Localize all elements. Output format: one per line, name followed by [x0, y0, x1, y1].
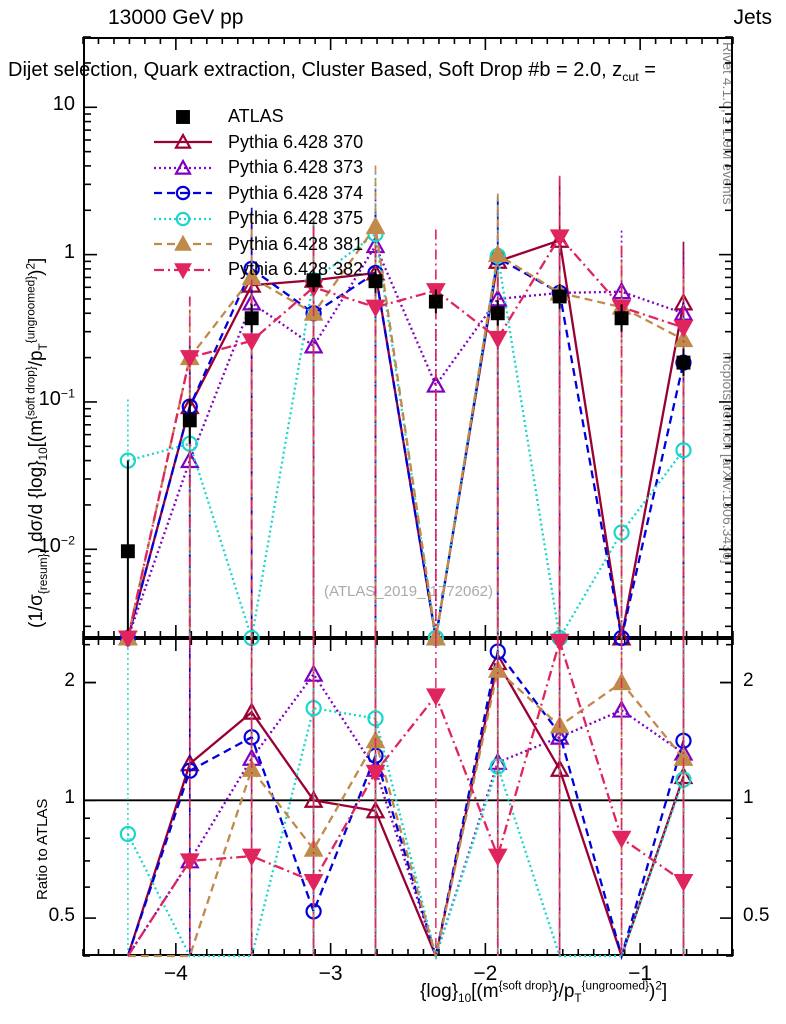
legend-key-tri-up-icon	[152, 232, 214, 256]
data-point-marker	[175, 185, 191, 201]
data-point-marker	[175, 211, 191, 227]
x-tick-label: −2	[473, 962, 498, 985]
legend-key-tri-up-icon	[152, 130, 214, 154]
data-point-marker	[119, 825, 137, 843]
ratio-tick-label: 0.5	[48, 905, 75, 927]
data-point-marker	[182, 413, 197, 428]
legend: ATLAS Pythia 6.428 370 Pythia 6.428 373 Pyt…	[152, 104, 363, 283]
data-point-marker	[120, 544, 135, 559]
data-point-marker	[676, 355, 691, 370]
legend-entry[interactable]: ATLAS	[152, 104, 363, 130]
data-point-marker	[673, 329, 694, 348]
legend-key-circle-icon	[152, 207, 214, 231]
data-point-marker	[179, 350, 200, 368]
series-atlas	[120, 268, 691, 631]
data-point-marker	[673, 874, 694, 892]
data-point-marker	[244, 311, 259, 326]
data-point-marker	[365, 216, 386, 235]
data-point-marker	[368, 274, 383, 289]
data-point-marker	[425, 688, 446, 707]
analysis-id-watermark: (ATLAS_2019_I1772062)	[324, 583, 494, 600]
legend-label: Pythia 6.428 374	[228, 182, 364, 203]
data-point-marker	[241, 333, 262, 352]
data-point-marker	[487, 244, 508, 263]
data-point-marker	[179, 853, 200, 872]
legend-entry[interactable]: Pythia 6.428 370	[152, 130, 363, 156]
data-point-marker	[675, 442, 692, 459]
data-point-marker	[490, 306, 505, 321]
legend-key-square-icon	[152, 105, 214, 129]
plot-title: Dijet selection, Quark extraction, Clust…	[8, 59, 656, 84]
data-point-marker	[174, 263, 192, 280]
legend-label: Pythia 6.428 373	[228, 157, 364, 178]
x-tick-label: −1	[628, 962, 653, 985]
legend-entry[interactable]: Pythia 6.428 382	[152, 257, 363, 283]
data-point-marker	[118, 630, 138, 649]
data-point-marker	[487, 330, 508, 349]
legend-entry[interactable]: Pythia 6.428 374	[152, 181, 363, 207]
legend-label: Pythia 6.428 370	[228, 131, 364, 152]
ratio-series-pythia-6.428-370	[126, 638, 694, 960]
data-point-marker	[174, 234, 192, 251]
ratio-tick-label-right: 0.5	[743, 905, 770, 927]
data-point-marker	[303, 838, 324, 857]
data-point-marker	[306, 273, 321, 288]
beam-energy-label: 13000 GeV pp	[108, 6, 244, 29]
data-point-marker	[611, 830, 632, 849]
legend-key-circle-icon	[152, 181, 214, 205]
analysis-category-label: Jets	[733, 6, 772, 29]
data-point-marker	[487, 848, 508, 867]
y-tick-label: 10−1	[38, 386, 75, 410]
data-point-marker	[365, 764, 386, 783]
ratio-tick-label-right: 2	[743, 669, 754, 691]
legend-entry[interactable]: Pythia 6.428 375	[152, 206, 363, 232]
data-point-marker	[673, 320, 694, 338]
data-point-marker	[176, 109, 190, 124]
y-tick-label: 10−2	[38, 533, 75, 558]
ratio-tick-label: 2	[64, 669, 75, 691]
data-point-marker	[428, 294, 443, 309]
legend-entry[interactable]: Pythia 6.428 373	[152, 155, 363, 181]
legend-label: ATLAS	[228, 106, 284, 127]
data-point-marker	[241, 848, 262, 867]
ratio-series-pythia-6.428-382	[126, 633, 694, 957]
data-point-marker	[174, 132, 192, 149]
data-point-marker	[549, 633, 570, 652]
x-axis-label: {log}10[(m{soft drop}}/pT{ungroomed})2]	[420, 979, 668, 1005]
x-tick-label: −4	[163, 962, 188, 985]
data-point-marker	[365, 299, 386, 318]
legend-entry[interactable]: Pythia 6.428 381	[152, 232, 363, 258]
ratio-tick-label-right: 1	[743, 787, 754, 809]
data-point-marker	[552, 289, 567, 304]
data-point-marker	[241, 759, 262, 777]
ratio-tick-label: 1	[64, 787, 75, 809]
legend-label: Pythia 6.428 382	[228, 259, 364, 280]
data-point-marker	[614, 311, 629, 326]
data-point-marker	[549, 229, 570, 248]
y-tick-label: 10	[52, 93, 75, 116]
data-point-marker	[487, 660, 508, 678]
legend-label: Pythia 6.428 375	[228, 208, 364, 229]
legend-key-tri-up-icon	[152, 156, 214, 180]
data-point-marker	[303, 874, 324, 892]
legend-label: Pythia 6.428 381	[228, 233, 364, 254]
data-point-marker	[174, 158, 192, 175]
legend-key-tri-down-icon	[152, 258, 214, 282]
x-tick-label: −3	[318, 962, 343, 985]
data-point-marker	[365, 800, 386, 819]
y-tick-label: 1	[63, 240, 75, 263]
